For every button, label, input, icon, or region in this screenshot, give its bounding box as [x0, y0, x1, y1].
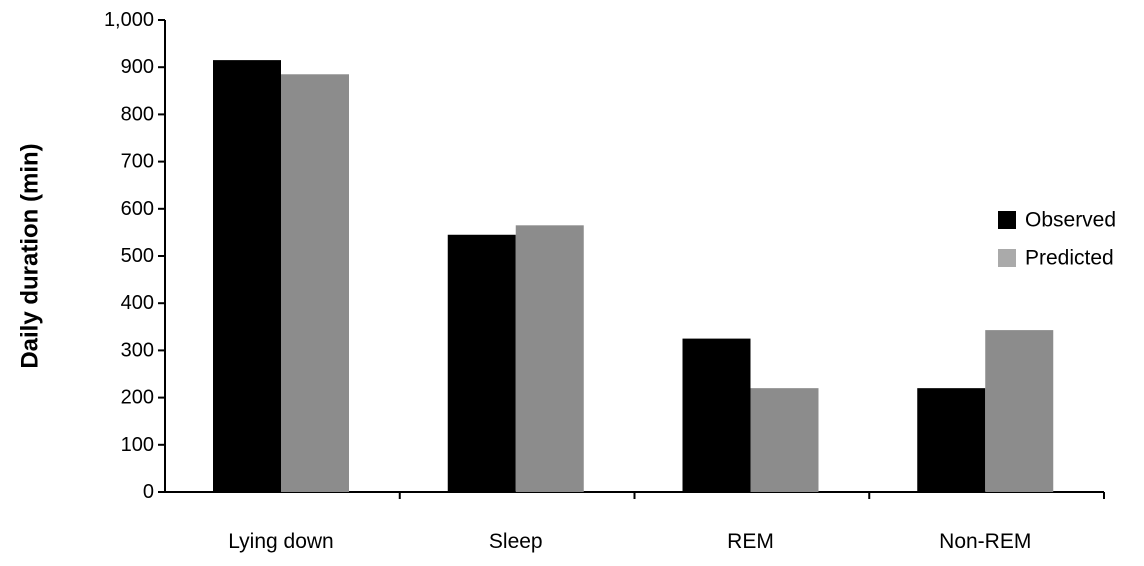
y-tick-label: 300 — [121, 339, 154, 361]
y-tick-label: 1,000 — [104, 9, 154, 31]
bar-predicted-sleep — [515, 225, 584, 492]
y-tick-label: 800 — [121, 103, 154, 125]
bar-predicted-non-rem — [985, 330, 1054, 492]
legend-label-observed: Observed — [1025, 209, 1116, 232]
bar-observed-rem — [682, 338, 751, 492]
y-tick-label: 0 — [143, 481, 154, 503]
y-ticks: 0 100 200 300 400 500 600 700 800 900 1,000 — [104, 9, 165, 503]
bar-observed-sleep — [447, 234, 516, 492]
legend-swatch-observed — [998, 211, 1016, 229]
y-tick-label: 700 — [121, 151, 154, 173]
legend-label-predicted: Predicted — [1025, 247, 1114, 270]
y-tick-label: 900 — [121, 56, 154, 78]
x-tick-labels: Lying down Sleep REM Non-REM — [228, 530, 1031, 553]
y-tick-label: 600 — [121, 198, 154, 220]
legend: Observed Predicted — [998, 209, 1116, 270]
y-tick-label: 400 — [121, 292, 154, 314]
bars — [213, 60, 1054, 493]
legend-swatch-predicted — [998, 249, 1016, 267]
bar-observed-lying-down — [213, 60, 281, 493]
bar-observed-non-rem — [917, 388, 986, 492]
bar-predicted-lying-down — [281, 74, 349, 492]
y-axis-title: Daily duration (min) — [17, 143, 44, 368]
x-tick-label: Non-REM — [939, 530, 1031, 553]
bar-predicted-rem — [750, 388, 819, 492]
x-tick-label: Sleep — [489, 530, 543, 553]
y-tick-label: 200 — [121, 387, 154, 409]
x-tick-label: REM — [727, 530, 774, 553]
y-tick-label: 500 — [121, 245, 154, 267]
y-tick-label: 100 — [121, 434, 154, 456]
x-tick-label: Lying down — [228, 530, 333, 553]
